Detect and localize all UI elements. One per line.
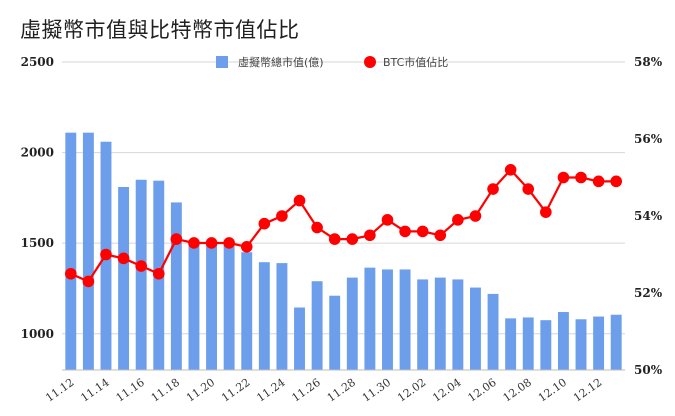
x-tick-label: 12.06 (466, 376, 499, 405)
line-point (328, 233, 341, 245)
line-point (223, 237, 235, 249)
legend-bar-swatch (216, 56, 228, 68)
line-point (540, 206, 552, 218)
x-tick-label: 11.18 (149, 376, 182, 405)
x-tick-label: 11.28 (325, 376, 358, 405)
y-right-tick-label: 54% (634, 209, 663, 223)
line-point (100, 248, 112, 261)
line-point (258, 217, 271, 230)
line-point (188, 237, 200, 249)
legend: 虛擬幣總市值(億) BTC市值佔比 (216, 55, 448, 69)
y-right-tick-label: 52% (634, 286, 663, 300)
bar (135, 179, 147, 370)
bar (434, 277, 446, 370)
line-point (381, 214, 394, 226)
x-tick-label: 11.12 (43, 376, 76, 405)
bar (610, 314, 622, 370)
bar (540, 320, 552, 370)
line-point (469, 210, 482, 222)
line-point (135, 260, 147, 272)
bar (206, 244, 218, 370)
bar (258, 262, 270, 370)
line-point (364, 229, 376, 242)
line-point (416, 225, 429, 238)
line-point (170, 233, 183, 245)
x-tick-label: 12.12 (571, 376, 604, 405)
bar (382, 269, 393, 370)
bar (294, 307, 305, 370)
line-series (64, 164, 623, 288)
y-left-tick-label: 1500 (21, 236, 54, 250)
series-line (70, 168, 617, 283)
y-left-tick-label: 2500 (21, 55, 54, 69)
bar (452, 279, 464, 370)
bar (487, 293, 499, 370)
line-point (240, 241, 253, 253)
line-point (82, 275, 95, 288)
bar (505, 318, 517, 370)
bar (82, 132, 94, 370)
bar (593, 316, 605, 370)
bar (417, 279, 429, 370)
x-tick-label: 11.30 (360, 376, 393, 405)
bar (329, 295, 341, 370)
bar (346, 277, 358, 370)
y-right-tick-label: 58% (634, 55, 663, 69)
line-point (276, 210, 288, 222)
bar (65, 132, 77, 370)
y-left-tick-label: 1000 (21, 327, 54, 341)
bar (522, 317, 534, 370)
line-point (293, 194, 306, 207)
bar (557, 312, 569, 370)
bar-series (65, 132, 622, 370)
x-tick-label: 12.02 (395, 376, 428, 405)
bar (469, 287, 481, 370)
line-point (117, 252, 130, 265)
bar (575, 319, 587, 370)
bar (118, 187, 130, 370)
bar (241, 252, 253, 370)
line-point (64, 267, 77, 280)
line-point (434, 229, 447, 242)
line-point (575, 171, 587, 184)
bar (276, 263, 288, 370)
line-point (346, 233, 359, 245)
x-tick-label: 11.16 (114, 376, 147, 405)
legend-line-swatch (364, 56, 376, 68)
y-right-tick-label: 56% (634, 132, 663, 146)
x-tick-label: 11.24 (254, 376, 287, 405)
legend-line-label: BTC市值佔比 (383, 55, 448, 69)
line-point (311, 221, 323, 234)
bar (364, 267, 376, 370)
line-point (557, 171, 570, 184)
bar (188, 243, 200, 370)
line-point (452, 214, 464, 226)
line-point (399, 225, 411, 238)
chart-title: 虛擬幣市值與比特幣市值佔比 (20, 18, 300, 42)
line-point (592, 175, 605, 188)
bar (223, 244, 235, 370)
line-point (487, 183, 499, 195)
x-tick-label: 11.14 (78, 376, 111, 405)
y-right-tick-label: 50% (634, 363, 663, 377)
x-tick-label: 11.26 (290, 376, 323, 405)
x-tick-label: 11.22 (219, 376, 252, 405)
bar (399, 269, 411, 370)
y-left-tick-label: 2000 (21, 146, 54, 160)
line-point (504, 164, 517, 176)
x-tick-label: 12.10 (536, 376, 569, 405)
line-point (205, 237, 218, 249)
legend-bar-label: 虛擬幣總市值(億) (238, 55, 324, 69)
line-point (522, 183, 535, 195)
line-point (152, 267, 165, 280)
x-tick-label: 11.20 (184, 376, 217, 405)
line-point (610, 175, 623, 188)
x-tick-label: 12.08 (501, 376, 534, 405)
bar (311, 281, 323, 370)
bar (170, 202, 182, 370)
x-tick-label: 12.04 (430, 376, 463, 405)
